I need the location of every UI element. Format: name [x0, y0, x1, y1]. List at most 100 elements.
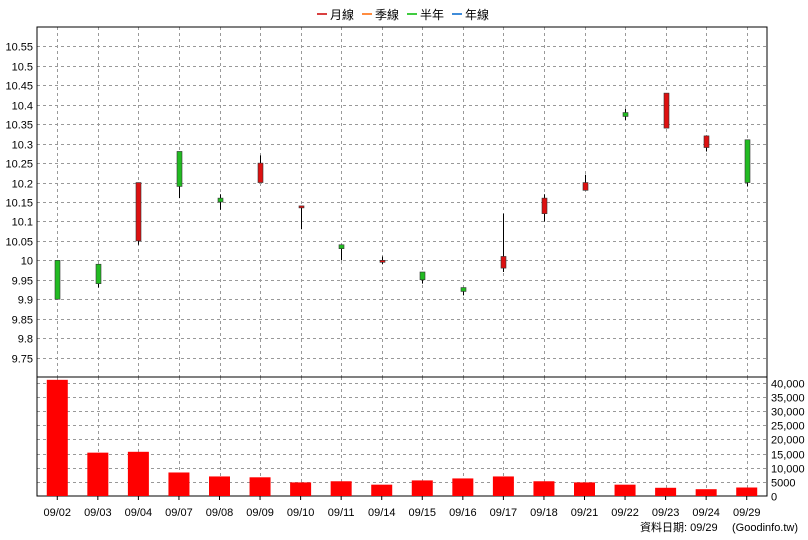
- candle-body: [622, 112, 629, 117]
- x-tick-label: 09/17: [490, 507, 518, 519]
- legend-label-quarter: 季線: [375, 7, 399, 22]
- candle: [541, 194, 548, 222]
- x-tick-label: 09/03: [84, 507, 112, 519]
- x-tick-label: 09/15: [409, 507, 437, 519]
- candle-body: [257, 162, 264, 183]
- price-tick-label: 10.5: [12, 62, 33, 74]
- volume-grid: [37, 377, 767, 496]
- volume-bar: [209, 476, 230, 496]
- x-axis: 09/02 09/03 09/04 09/07 09/08 09/09 09/10 09/11…: [44, 496, 761, 519]
- price-panel: 9.75 9.8 9.85 9.9 9.95 10 10.05 10.1 10.15 10.2 10…: [5, 26, 768, 378]
- price-tick-label: 10.35: [5, 120, 33, 132]
- candle: [460, 287, 467, 296]
- price-grid: [37, 27, 767, 377]
- candle: [217, 194, 224, 210]
- candle-body: [54, 260, 61, 300]
- price-tick-label: 10.2: [12, 179, 33, 191]
- x-tick-label: 09/09: [246, 507, 274, 519]
- candle-body: [663, 92, 670, 129]
- volume-tick-label: 5000: [771, 478, 795, 490]
- candle: [95, 263, 102, 288]
- volume-bar: [736, 487, 758, 496]
- candle: [379, 256, 386, 265]
- volume-bar: [614, 484, 636, 496]
- volume-tick-label: 30,000: [771, 407, 805, 419]
- source-label: (Goodinfo.tw): [732, 522, 798, 534]
- x-tick-label: 09/23: [652, 507, 680, 519]
- price-tick-label: 9.75: [12, 354, 33, 366]
- candle: [135, 182, 142, 245]
- candle: [419, 271, 426, 284]
- volume-bar: [574, 482, 595, 496]
- candle: [744, 139, 751, 187]
- volume-tick-label: 20,000: [771, 435, 805, 447]
- price-tick-label: 9.8: [18, 334, 33, 346]
- volume-bars: [46, 379, 758, 496]
- volume-bar: [695, 489, 717, 496]
- x-tick-label: 09/14: [368, 507, 396, 519]
- candle: [622, 108, 629, 121]
- price-y-axis: 9.75 9.8 9.85 9.9 9.95 10 10.05 10.1 10.15 10.2 10…: [5, 42, 33, 366]
- candle-body: [541, 197, 548, 214]
- volume-y-axis: 0 5000 10,000 15,000 20,000 25,000 30,000 35,00…: [771, 379, 805, 504]
- x-tick-label: 09/18: [530, 507, 558, 519]
- candle-body: [419, 271, 426, 281]
- price-tick-label: 10: [21, 256, 33, 268]
- candle: [54, 260, 61, 300]
- x-tick-label: 09/10: [287, 507, 315, 519]
- volume-bar: [371, 484, 393, 496]
- candle: [338, 244, 345, 261]
- x-tick-label: 09/29: [733, 507, 761, 519]
- volume-plot-frame: [36, 376, 768, 497]
- candle-body: [338, 244, 345, 249]
- volume-bar: [127, 451, 149, 496]
- volume-tick-label: 15,000: [771, 450, 805, 462]
- candlesticks: [54, 92, 751, 300]
- price-tick-label: 9.95: [12, 276, 33, 288]
- volume-bar: [168, 472, 190, 496]
- volume-tick-label: 40,000: [771, 379, 805, 391]
- candle-body: [95, 263, 102, 284]
- volume-bar: [655, 487, 677, 496]
- volume-bar: [290, 482, 312, 496]
- price-tick-label: 10.55: [5, 42, 33, 54]
- data-date-label: 資料日期: 09/29: [640, 520, 718, 534]
- candle: [703, 135, 710, 152]
- candle-body: [217, 197, 224, 203]
- x-tick-label: 09/24: [692, 507, 720, 519]
- price-tick-label: 10.4: [12, 101, 33, 113]
- price-tick-label: 10.25: [5, 159, 33, 171]
- candle: [663, 92, 670, 129]
- candle: [500, 213, 507, 272]
- x-tick-label: 09/08: [206, 507, 234, 519]
- price-tick-label: 10.15: [5, 198, 33, 210]
- x-tick-label: 09/11: [328, 507, 355, 519]
- volume-bar: [87, 452, 109, 496]
- price-tick-label: 9.85: [12, 315, 33, 327]
- volume-tick-label: 25,000: [771, 421, 805, 433]
- legend-label-month: 月線: [330, 7, 354, 22]
- volume-bar: [533, 481, 555, 496]
- candle: [582, 174, 589, 191]
- x-tick-label: 09/07: [165, 507, 193, 519]
- legend: 月線 季線 半年 年線: [317, 7, 489, 22]
- candle-body: [135, 182, 142, 242]
- price-tick-label: 10.1: [12, 217, 33, 229]
- candle-body: [500, 256, 507, 269]
- price-tick-label: 10.3: [12, 140, 33, 152]
- volume-bar: [452, 478, 474, 496]
- volume-tick-label: 10,000: [771, 464, 805, 476]
- volume-bar: [330, 481, 352, 496]
- candle-body: [582, 182, 589, 191]
- x-tick-label: 09/22: [611, 507, 639, 519]
- price-tick-label: 10.45: [5, 81, 33, 93]
- candle: [298, 205, 305, 230]
- candle: [176, 151, 183, 199]
- volume-bar: [492, 476, 514, 496]
- x-tick-label: 09/21: [571, 507, 599, 519]
- legend-label-halfyear: 半年: [420, 8, 444, 22]
- candle-body: [703, 135, 710, 148]
- x-tick-label: 09/16: [449, 507, 477, 519]
- candle-body: [298, 205, 305, 209]
